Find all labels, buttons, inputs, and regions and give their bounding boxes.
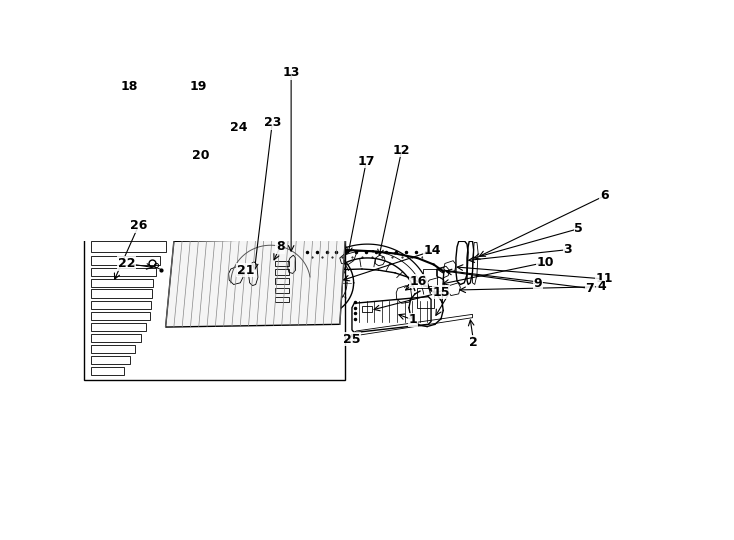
Text: 11: 11 bbox=[595, 273, 613, 286]
Text: 20: 20 bbox=[192, 149, 209, 162]
Text: 18: 18 bbox=[121, 80, 138, 93]
Text: 2: 2 bbox=[469, 335, 478, 348]
Text: 10: 10 bbox=[537, 256, 554, 269]
Text: 1: 1 bbox=[408, 313, 417, 326]
Text: 9: 9 bbox=[534, 278, 542, 291]
Text: 6: 6 bbox=[600, 190, 608, 202]
Text: 8: 8 bbox=[276, 240, 284, 253]
Text: 17: 17 bbox=[357, 154, 375, 167]
Text: 24: 24 bbox=[230, 122, 247, 134]
Text: 22: 22 bbox=[118, 257, 136, 270]
Text: 4: 4 bbox=[597, 280, 606, 293]
Text: 25: 25 bbox=[344, 333, 360, 346]
Text: 21: 21 bbox=[237, 264, 255, 276]
Text: 23: 23 bbox=[264, 116, 281, 129]
Text: 15: 15 bbox=[432, 286, 450, 299]
Text: 12: 12 bbox=[393, 144, 410, 157]
Text: 5: 5 bbox=[574, 222, 583, 235]
Text: 14: 14 bbox=[424, 244, 441, 257]
Text: 16: 16 bbox=[410, 275, 427, 288]
Text: 3: 3 bbox=[563, 243, 572, 256]
Polygon shape bbox=[166, 239, 345, 327]
Text: 7: 7 bbox=[586, 282, 594, 295]
Text: 19: 19 bbox=[189, 80, 207, 93]
Text: 26: 26 bbox=[130, 219, 148, 232]
Text: 13: 13 bbox=[283, 66, 299, 79]
